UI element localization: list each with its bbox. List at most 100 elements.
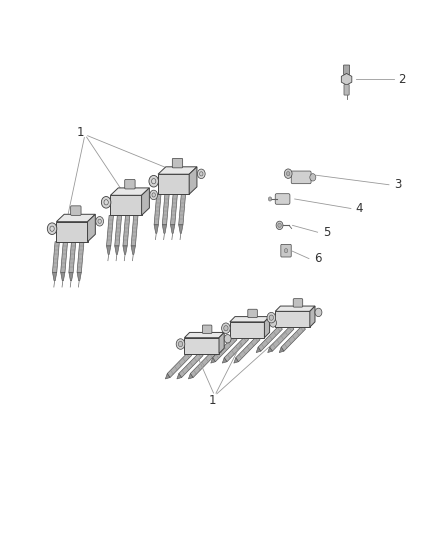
Text: 2: 2 <box>399 73 406 86</box>
Polygon shape <box>88 214 95 241</box>
Polygon shape <box>270 325 294 351</box>
Circle shape <box>200 172 203 176</box>
Circle shape <box>176 339 185 349</box>
Polygon shape <box>184 338 219 353</box>
Polygon shape <box>213 336 237 362</box>
FancyBboxPatch shape <box>248 309 257 318</box>
Polygon shape <box>154 194 161 225</box>
Circle shape <box>149 175 159 187</box>
Polygon shape <box>131 215 138 246</box>
Circle shape <box>152 179 156 184</box>
Text: 6: 6 <box>314 252 321 265</box>
Polygon shape <box>60 272 65 281</box>
FancyBboxPatch shape <box>125 180 135 189</box>
Polygon shape <box>123 215 130 246</box>
Circle shape <box>50 226 54 231</box>
Polygon shape <box>236 336 260 362</box>
Circle shape <box>98 219 101 223</box>
Circle shape <box>286 172 290 176</box>
Circle shape <box>152 193 155 197</box>
Polygon shape <box>60 241 67 272</box>
Polygon shape <box>110 188 149 195</box>
Polygon shape <box>123 246 127 254</box>
Polygon shape <box>184 333 224 338</box>
Polygon shape <box>281 325 305 351</box>
Polygon shape <box>179 351 203 377</box>
Polygon shape <box>234 358 239 363</box>
Circle shape <box>47 223 57 235</box>
Polygon shape <box>170 225 175 233</box>
Polygon shape <box>115 215 122 246</box>
Polygon shape <box>258 325 283 351</box>
Polygon shape <box>230 322 265 338</box>
Polygon shape <box>53 272 57 281</box>
Polygon shape <box>57 222 88 241</box>
Polygon shape <box>162 225 166 233</box>
Polygon shape <box>222 358 227 363</box>
Polygon shape <box>275 311 310 327</box>
Polygon shape <box>131 246 135 254</box>
Circle shape <box>278 223 281 228</box>
Circle shape <box>284 169 292 179</box>
Circle shape <box>222 323 230 334</box>
Circle shape <box>315 308 322 317</box>
Text: 1: 1 <box>209 394 216 408</box>
Text: 3: 3 <box>394 178 402 191</box>
Polygon shape <box>230 317 270 322</box>
Polygon shape <box>179 194 186 225</box>
Polygon shape <box>115 246 119 254</box>
Polygon shape <box>170 194 177 225</box>
Polygon shape <box>158 174 189 194</box>
FancyBboxPatch shape <box>172 158 183 168</box>
Polygon shape <box>268 347 272 353</box>
Polygon shape <box>219 333 224 353</box>
Polygon shape <box>106 246 111 254</box>
FancyBboxPatch shape <box>293 298 303 307</box>
Polygon shape <box>69 241 76 272</box>
FancyBboxPatch shape <box>344 85 349 95</box>
Polygon shape <box>162 194 169 225</box>
Polygon shape <box>341 74 352 85</box>
Circle shape <box>150 190 158 200</box>
Text: 4: 4 <box>355 202 363 215</box>
Polygon shape <box>57 214 95 222</box>
Polygon shape <box>154 225 159 233</box>
FancyBboxPatch shape <box>291 171 311 184</box>
Polygon shape <box>275 306 315 311</box>
Polygon shape <box>279 347 284 353</box>
Polygon shape <box>179 225 183 233</box>
Polygon shape <box>141 188 149 215</box>
Circle shape <box>198 169 205 179</box>
FancyBboxPatch shape <box>343 65 350 75</box>
Polygon shape <box>189 167 197 194</box>
Polygon shape <box>256 347 261 353</box>
Circle shape <box>101 197 111 208</box>
Polygon shape <box>77 272 81 281</box>
Polygon shape <box>158 167 197 174</box>
Circle shape <box>310 174 316 181</box>
FancyBboxPatch shape <box>275 193 290 204</box>
Text: 5: 5 <box>323 225 330 239</box>
Polygon shape <box>167 351 191 377</box>
Polygon shape <box>110 195 141 215</box>
FancyBboxPatch shape <box>281 244 291 257</box>
Polygon shape <box>53 241 60 272</box>
Circle shape <box>104 200 108 205</box>
Polygon shape <box>224 336 248 362</box>
Polygon shape <box>77 241 84 272</box>
Text: 1: 1 <box>77 125 85 139</box>
Circle shape <box>224 335 231 343</box>
Polygon shape <box>310 306 315 327</box>
Polygon shape <box>106 215 113 246</box>
Polygon shape <box>191 351 215 377</box>
Circle shape <box>267 312 276 323</box>
Circle shape <box>276 221 283 230</box>
Circle shape <box>268 197 272 201</box>
Circle shape <box>178 342 183 346</box>
Circle shape <box>269 315 273 320</box>
FancyBboxPatch shape <box>71 206 81 215</box>
Polygon shape <box>69 272 73 281</box>
Polygon shape <box>177 374 182 379</box>
Polygon shape <box>265 317 270 338</box>
Circle shape <box>96 216 103 226</box>
